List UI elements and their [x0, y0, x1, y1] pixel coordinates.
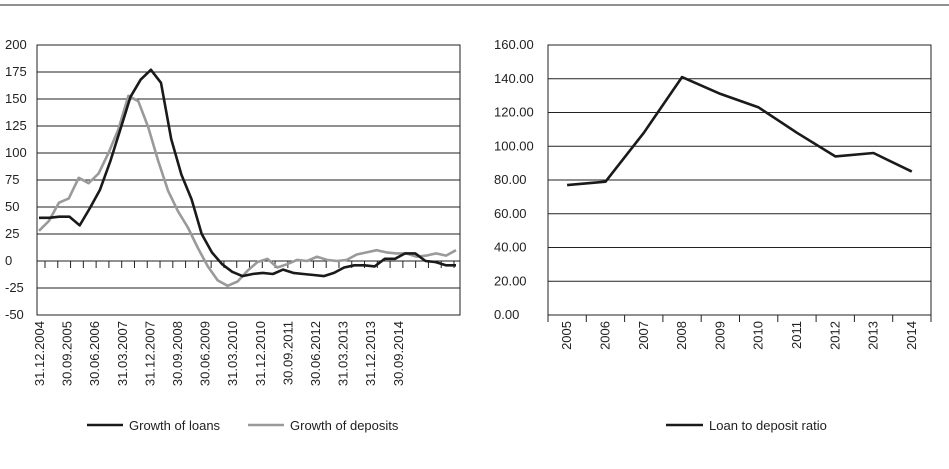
- y-tick-label: 140.00: [494, 71, 534, 86]
- x-tick-label: 2008: [674, 321, 689, 350]
- x-tick-label: 30.09.2014: [391, 321, 406, 386]
- y-tick-label: 80.00: [494, 172, 527, 187]
- y-axis-ticks: 200 175 150 125 100 75 50 25 0 -25 -50: [5, 37, 27, 322]
- legend-label-deposits: Growth of deposits: [290, 418, 399, 433]
- plot-frame: [547, 44, 932, 316]
- legend-label-loans: Growth of loans: [129, 418, 221, 433]
- y-tick-label: 120.00: [494, 105, 534, 120]
- y-tick-label: 200: [5, 37, 27, 52]
- y-tick-label: -25: [5, 280, 24, 295]
- chart-ldr: 160.00 140.00 120.00 100.00 80.00 60.00 40.00 2…: [494, 37, 932, 433]
- y-tick-label: 100.00: [494, 138, 534, 153]
- x-tick-label: 30.06.2009: [198, 321, 213, 386]
- x-tick-label: 31.12.2010: [253, 321, 268, 386]
- x-tick-label: 2012: [827, 321, 842, 350]
- y-tick-label: 50: [5, 199, 19, 214]
- x-axis-ticks: 31.12.2004 30.09.2005 30.06.2006 31.03.2007…: [32, 261, 455, 386]
- x-tick-label: 30.06.2012: [308, 321, 323, 386]
- legend-label-ldr: Loan to deposit ratio: [709, 418, 827, 433]
- x-axis-ticks: 2005 2006 2007 2008 2009 2010 2011 2012 2013 2014: [547, 315, 932, 350]
- y-tick-label: 75: [5, 172, 19, 187]
- y-tick-label: 0: [5, 253, 12, 268]
- plot-frame: [36, 44, 461, 316]
- series-line-growth-of-loans: [39, 68, 456, 278]
- series-lines: [566, 75, 913, 187]
- y-tick-label: 160.00: [494, 37, 534, 52]
- x-tick-label: 31.12.2007: [142, 321, 157, 386]
- y-axis-ticks: 160.00 140.00 120.00 100.00 80.00 60.00 40.00 2…: [494, 37, 534, 322]
- y-tick-label: 60.00: [494, 206, 527, 221]
- x-tick-label: 2013: [866, 321, 881, 350]
- y-tick-label: 175: [5, 64, 27, 79]
- y-tick-label: 40.00: [494, 240, 527, 255]
- x-tick-label: 2014: [904, 321, 919, 350]
- x-tick-label: 2005: [559, 321, 574, 350]
- legend: Growth of loans Growth of deposits: [87, 418, 399, 433]
- x-tick-label: 2006: [597, 321, 612, 350]
- x-tick-label: 2009: [712, 321, 727, 350]
- series-line-loan-to-deposit-ratio: [566, 75, 913, 187]
- x-tick-label: 30.09.2008: [170, 321, 185, 386]
- y-gridlines: [37, 71, 460, 289]
- x-tick-label: 31.03.2007: [115, 321, 130, 386]
- legend: Loan to deposit ratio: [666, 418, 827, 433]
- series-line-growth-of-deposits: [38, 94, 457, 288]
- x-tick-label: 2007: [636, 321, 651, 350]
- y-tick-label: 20.00: [494, 273, 527, 288]
- x-tick-label: 30.09.2005: [60, 321, 75, 386]
- x-tick-label: 31.12.2013: [363, 321, 378, 386]
- y-gridlines: [548, 78, 931, 282]
- x-tick-label: 30.09.2011: [280, 321, 295, 385]
- y-tick-label: 125: [5, 118, 27, 133]
- y-tick-label: 100: [5, 145, 27, 160]
- x-tick-label: 2010: [751, 321, 766, 350]
- x-tick-label: 31.03.2013: [336, 321, 351, 386]
- y-tick-label: 25: [5, 226, 19, 241]
- x-tick-label: 2011: [789, 321, 804, 349]
- y-tick-label: 150: [5, 91, 27, 106]
- x-tick-label: 31.03.2010: [225, 321, 240, 386]
- y-tick-label: 0.00: [494, 307, 519, 322]
- y-tick-label: -50: [5, 307, 24, 322]
- x-tick-label: 30.06.2006: [87, 321, 102, 386]
- series-lines: [38, 68, 457, 288]
- x-tick-label: 31.12.2004: [32, 321, 47, 386]
